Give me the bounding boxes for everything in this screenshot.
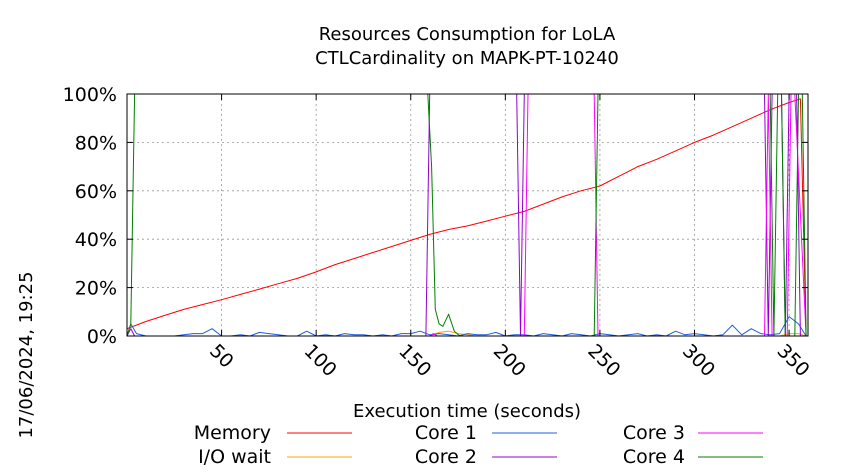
series-line-core-1 <box>126 316 807 337</box>
legend-label-core-1: Core 1 <box>415 422 477 444</box>
series-line-core-4 <box>126 93 807 337</box>
y-tick-label: 20% <box>75 278 117 300</box>
y-tick-label: 40% <box>75 229 117 251</box>
y-tick-label: 100% <box>63 84 117 106</box>
series-line-core-2 <box>126 93 807 337</box>
x-tick-label: 350 <box>773 340 814 381</box>
legend-label-core-4: Core 4 <box>623 446 685 468</box>
legend-label-i-o-wait: I/O wait <box>198 446 271 468</box>
legend-label-core-3: Core 3 <box>623 422 685 444</box>
series-line-core-3 <box>127 93 807 337</box>
y-tick-label: 0% <box>87 326 117 348</box>
timestamp-label: 17/06/2024, 19:25 <box>16 271 37 438</box>
chart-title-line-1: Resources Consumption for LoLA <box>319 24 616 45</box>
x-tick-label: 250 <box>583 340 624 381</box>
y-tick-label: 60% <box>75 181 117 203</box>
x-tick-label: 50 <box>205 340 238 373</box>
x-axis-label: Execution time (seconds) <box>353 401 581 422</box>
legend-label-memory: Memory <box>194 422 271 444</box>
series-line-memory <box>126 98 807 337</box>
series-layer <box>126 93 807 337</box>
plot-frame <box>126 93 809 337</box>
grid-lines <box>127 94 808 336</box>
x-tick-label: 300 <box>678 340 719 381</box>
y-tick-label: 80% <box>75 132 117 154</box>
x-tick-label: 200 <box>489 340 530 381</box>
legend-label-core-2: Core 2 <box>415 446 477 468</box>
chart-title-line-2: CTLCardinality on MAPK-PT-10240 <box>315 48 619 69</box>
x-tick-label: 100 <box>300 340 341 381</box>
x-tick-label: 150 <box>394 340 435 381</box>
